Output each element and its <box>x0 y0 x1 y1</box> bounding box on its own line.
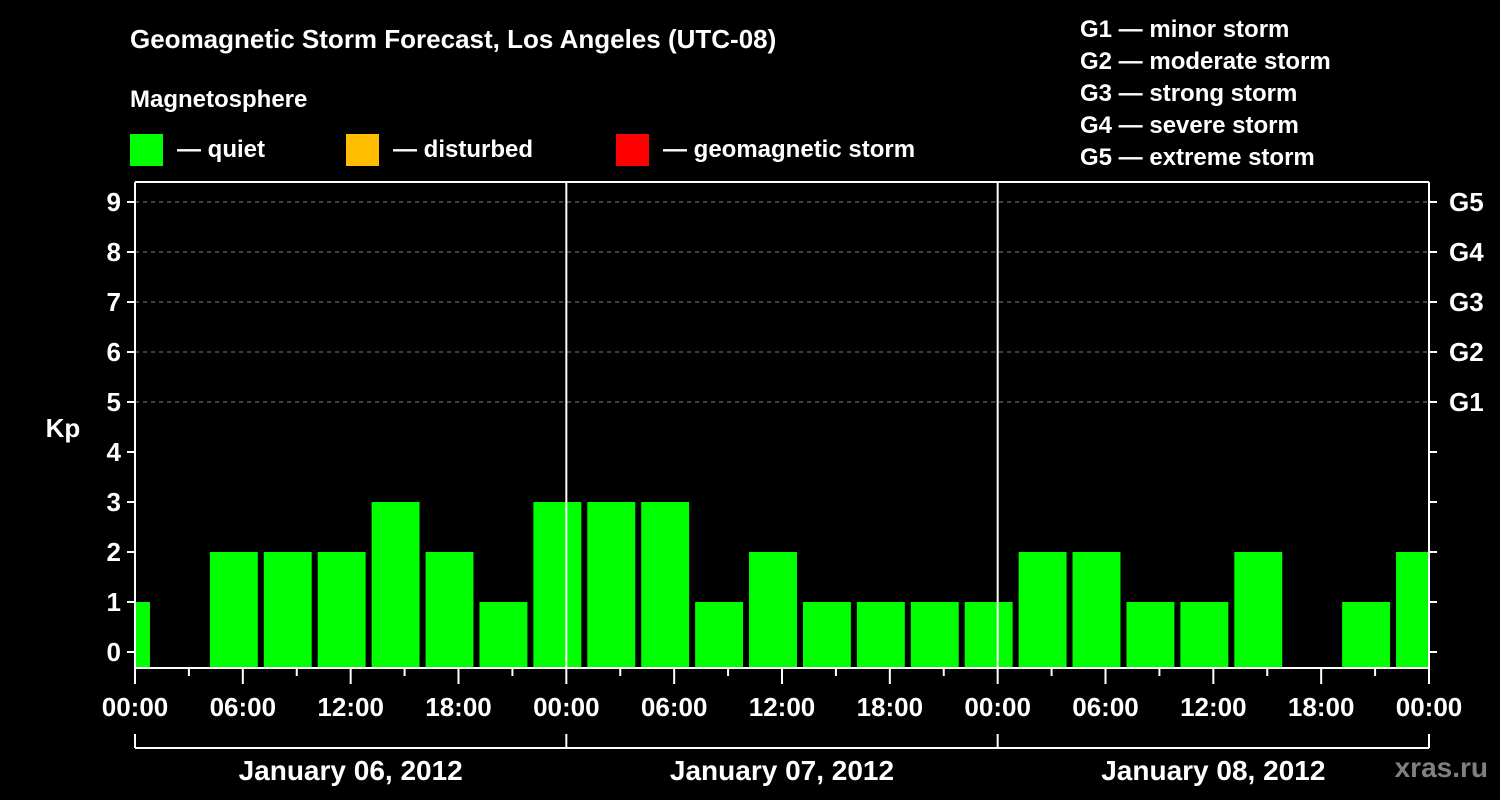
kp-bar <box>964 602 1013 668</box>
kp-bar <box>136 602 150 668</box>
kp-bar <box>533 502 582 668</box>
kp-bar <box>856 602 905 668</box>
kp-bar <box>209 552 258 668</box>
axes: 0 1 2 3 4 5 6 7 8 9 G1 G2 G3 G4 G5 00:00 06:00 12:00 18:00… <box>102 181 1484 786</box>
legend-label-disturbed: — disturbed <box>393 136 534 163</box>
g-scale-item: G4 — severe storm <box>1080 112 1299 139</box>
kp-bar <box>1180 602 1229 668</box>
kp-bar <box>425 552 474 668</box>
kp-bar <box>317 552 366 668</box>
x-tick-label: 00:00 <box>964 692 1031 722</box>
kp-bar <box>910 602 959 668</box>
kp-bar <box>263 552 312 668</box>
kp-bar <box>641 502 690 668</box>
legend-item-quiet: — quiet <box>130 134 265 166</box>
y-tick-label: 6 <box>107 337 121 367</box>
g-scale-item: G3 — strong storm <box>1080 80 1298 107</box>
kp-bar <box>695 602 744 668</box>
kp-bar <box>587 502 636 668</box>
g-scale-item: G5 — extreme storm <box>1080 144 1315 171</box>
disturbed-swatch <box>346 134 379 166</box>
y-tick-label: 3 <box>107 487 121 517</box>
legend-item-storm: — geomagnetic storm <box>616 134 915 166</box>
x-tick-label: 06:00 <box>1072 692 1139 722</box>
g-level-label: G4 <box>1449 237 1484 267</box>
kp-bar <box>1342 602 1391 668</box>
g-level-label: G2 <box>1449 337 1484 367</box>
g-scale-item: G2 — moderate storm <box>1080 48 1331 75</box>
y-tick-label: 8 <box>107 237 121 267</box>
bars <box>136 502 1428 668</box>
y-tick-label: 4 <box>107 437 122 467</box>
day-label: January 06, 2012 <box>239 755 463 786</box>
storm-swatch <box>616 134 649 166</box>
kp-bar <box>1396 552 1428 668</box>
x-tick-label: 06:00 <box>641 692 708 722</box>
y-tick-label: 9 <box>107 187 121 217</box>
kp-bar <box>1126 602 1175 668</box>
y-tick-label: 1 <box>107 587 121 617</box>
g-scale-legend: G1 — minor storm G2 — moderate storm G3 … <box>1080 14 1331 174</box>
y-tick-label: 2 <box>107 537 121 567</box>
watermark: xras.ru <box>1394 752 1488 783</box>
day-label: January 08, 2012 <box>1101 755 1325 786</box>
legend-label-quiet: — quiet <box>177 136 265 163</box>
y-tick-label: 5 <box>107 387 121 417</box>
legend-label-storm: — geomagnetic storm <box>663 136 916 163</box>
x-tick-label: 00:00 <box>533 692 600 722</box>
y-tick-label: 7 <box>107 287 121 317</box>
y-tick-label: 0 <box>107 637 121 667</box>
x-tick-label: 12:00 <box>1180 692 1247 722</box>
g-scale-item: G1 — minor storm <box>1080 16 1290 43</box>
kp-bar <box>1234 552 1283 668</box>
x-tick-label: 18:00 <box>1288 692 1355 722</box>
grid-lines <box>135 201 1429 403</box>
kp-bar <box>802 602 851 668</box>
kp-bar <box>749 552 797 668</box>
x-tick-label: 00:00 <box>1396 692 1463 722</box>
x-tick-label: 12:00 <box>749 692 816 722</box>
quiet-swatch <box>130 134 163 166</box>
x-tick-label: 18:00 <box>857 692 924 722</box>
day-label: January 07, 2012 <box>670 755 894 786</box>
kp-bar <box>1072 552 1121 668</box>
kp-bar <box>1018 552 1067 668</box>
g-level-label: G5 <box>1449 187 1484 217</box>
chart-title: Geomagnetic Storm Forecast, Los Angeles … <box>130 24 777 54</box>
kp-bar <box>479 602 528 668</box>
y-axis-label: Kp <box>46 413 81 443</box>
x-tick-label: 06:00 <box>210 692 277 722</box>
legend-heading: Magnetosphere <box>130 86 308 113</box>
legend-item-disturbed: — disturbed <box>346 134 533 166</box>
x-tick-label: 18:00 <box>425 692 492 722</box>
x-tick-label: 12:00 <box>317 692 384 722</box>
g-level-label: G1 <box>1449 387 1484 417</box>
g-level-label: G3 <box>1449 287 1484 317</box>
x-tick-label: 00:00 <box>102 692 169 722</box>
kp-bar <box>371 502 420 668</box>
